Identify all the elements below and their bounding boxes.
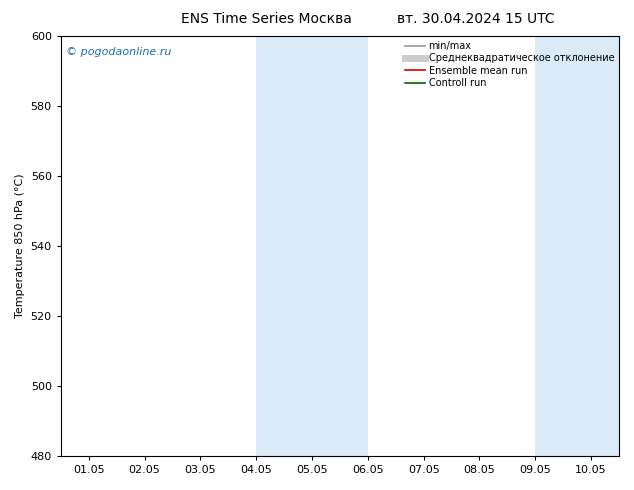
Bar <box>535 36 619 456</box>
Text: вт. 30.04.2024 15 UTC: вт. 30.04.2024 15 UTC <box>397 12 554 26</box>
Legend: min/max, Среднеквадратическое отклонение, Ensemble mean run, Controll run: min/max, Среднеквадратическое отклонение… <box>403 39 616 90</box>
Text: ENS Time Series Москва: ENS Time Series Москва <box>181 12 352 26</box>
Y-axis label: Temperature 850 hPa (°C): Temperature 850 hPa (°C) <box>15 174 25 318</box>
Bar <box>256 36 368 456</box>
Text: © pogodaonline.ru: © pogodaonline.ru <box>67 47 172 57</box>
